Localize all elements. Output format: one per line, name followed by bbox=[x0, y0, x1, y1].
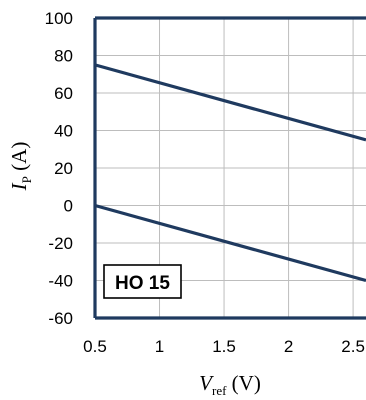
y-tick-label: 60 bbox=[54, 84, 73, 103]
series-line-0 bbox=[94, 63, 366, 142]
annotation-box: HO 15 bbox=[103, 264, 182, 299]
y-tick-label: -20 bbox=[48, 234, 73, 253]
x-tick-label: 2.5 bbox=[341, 337, 365, 356]
y-tick-label: 0 bbox=[64, 197, 73, 216]
y-tick-label: 20 bbox=[54, 159, 73, 178]
y-tick-label: 100 bbox=[45, 9, 73, 28]
series-line-1 bbox=[94, 203, 366, 283]
y-tick-label: 40 bbox=[54, 122, 73, 141]
series-lines bbox=[94, 63, 366, 283]
x-tick-label: 0.5 bbox=[83, 337, 107, 356]
x-tick-label: 1 bbox=[155, 337, 164, 356]
x-tick-label: 2 bbox=[284, 337, 293, 356]
y-tick-label: 80 bbox=[54, 47, 73, 66]
y-tick-labels: 100 80 60 40 20 0 -20 -40 -60 bbox=[45, 9, 73, 328]
x-tick-label: 1.5 bbox=[212, 337, 236, 356]
y-tick-label: -60 bbox=[48, 309, 73, 328]
y-axis-label: IP (A) bbox=[7, 142, 34, 192]
y-tick-label: -40 bbox=[48, 272, 73, 291]
x-tick-labels: 0.5 1 1.5 2 2.5 bbox=[83, 337, 365, 356]
grid bbox=[94, 17, 366, 319]
x-axis-label: Vref (V) bbox=[199, 371, 261, 398]
annotation-label: HO 15 bbox=[115, 273, 170, 294]
plot-frame bbox=[93, 16, 366, 320]
